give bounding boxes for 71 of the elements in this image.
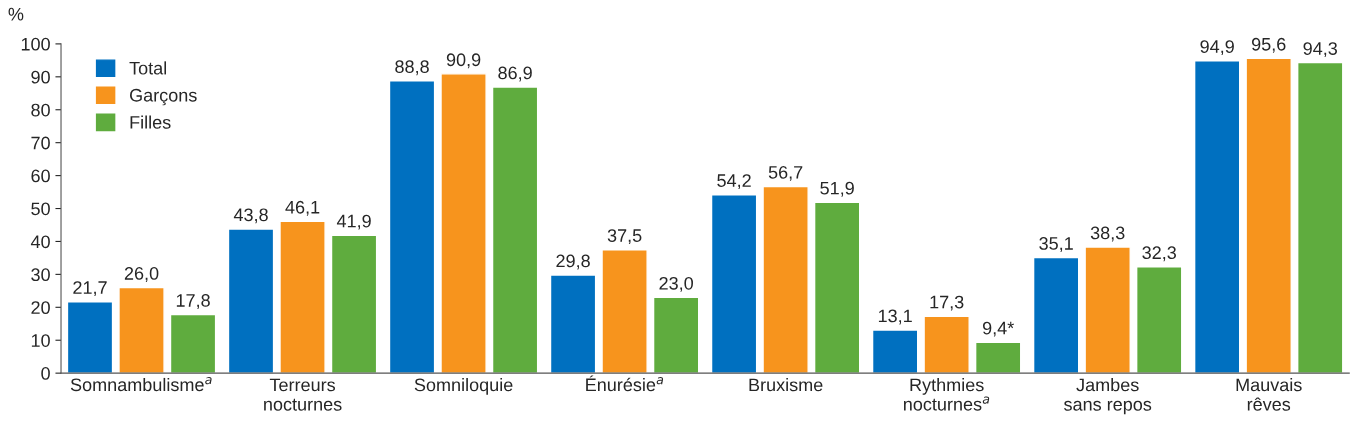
bar — [388, 80, 436, 374]
y-tick-label: 20 — [31, 301, 50, 315]
bar — [66, 301, 114, 374]
legend-label: Garçons — [130, 88, 197, 106]
x-tick-label: Énurésie$^{a}$ — [586, 375, 664, 392]
data-label: 13,1 — [878, 309, 912, 325]
data-label: 51,9 — [820, 181, 854, 197]
bar — [871, 329, 919, 374]
x-tick-label: Rythmies nocturnes$^{a}$ — [903, 378, 990, 411]
y-tick-label: 40 — [30, 235, 50, 249]
x-tick-label: Somnambulisme$^{a}$ — [70, 377, 212, 392]
data-label: 94,9 — [1200, 40, 1234, 56]
data-label: 41,9 — [336, 214, 371, 230]
y-tick-label: 30 — [31, 268, 50, 282]
data-label: 29,8 — [556, 254, 590, 270]
bar — [710, 194, 758, 374]
data-label: 54,2 — [717, 174, 751, 190]
y-tick-label: 70 — [31, 136, 50, 150]
x-tick-label: Mauvais rêves — [1236, 378, 1302, 411]
bar — [813, 201, 861, 374]
bar — [923, 315, 970, 374]
data-label: 17,8 — [176, 294, 210, 309]
bar — [601, 248, 648, 374]
data-label: 56,7 — [768, 165, 803, 181]
data-label: 43,8 — [233, 208, 268, 224]
data-label: 88,8 — [395, 60, 429, 76]
y-tick-label: 50 — [31, 202, 50, 216]
bar — [279, 220, 326, 374]
data-label: 46,1 — [285, 200, 320, 216]
data-label: 90,9 — [446, 53, 481, 69]
bar — [491, 86, 539, 374]
x-tick-label: Terreurs nocturnes — [264, 378, 342, 411]
y-tick-label: 80 — [31, 103, 50, 117]
legend-label: Total — [129, 61, 167, 75]
bar — [1193, 59, 1241, 374]
y-tick-label: 100 — [21, 37, 50, 51]
bar — [652, 296, 700, 374]
bar — [1032, 256, 1080, 374]
bar — [169, 313, 217, 374]
data-label: 35,1 — [1039, 237, 1073, 252]
data-label: 21,7 — [73, 281, 107, 297]
legend-label: Filles — [130, 115, 171, 129]
data-label: 37,5 — [607, 229, 642, 245]
data-label: 32,3 — [1142, 246, 1176, 262]
data-label: 86,9 — [498, 66, 532, 82]
data-label: 38,3 — [1090, 226, 1125, 242]
bar — [440, 73, 487, 374]
y-tick-label: 0 — [41, 367, 50, 380]
x-tick-label: Jambes sans repos — [1064, 378, 1152, 415]
x-tick-label: Bruxisme — [749, 378, 823, 392]
bar — [974, 341, 1022, 374]
bar — [1135, 266, 1183, 374]
bar — [227, 228, 275, 374]
y-tick-label: 10 — [31, 334, 50, 347]
data-label: 9,4* — [982, 321, 1014, 337]
bar — [118, 286, 165, 374]
y-tick-label: 90 — [31, 70, 50, 84]
bar — [549, 274, 597, 374]
data-label: 17,3 — [930, 295, 964, 311]
data-label: 94,3 — [1303, 42, 1338, 58]
bar — [1296, 61, 1344, 374]
bar — [1245, 57, 1292, 374]
y-tick-label: 60 — [31, 169, 50, 183]
data-label: 23,0 — [659, 276, 693, 292]
data-label: 95,6 — [1251, 37, 1286, 53]
bar — [762, 185, 809, 374]
y-axis-title: % — [8, 7, 24, 21]
x-tick-label: Somniloquie — [414, 378, 513, 395]
bar — [1084, 246, 1131, 374]
bar — [330, 234, 378, 374]
data-label: 26,0 — [124, 267, 159, 282]
